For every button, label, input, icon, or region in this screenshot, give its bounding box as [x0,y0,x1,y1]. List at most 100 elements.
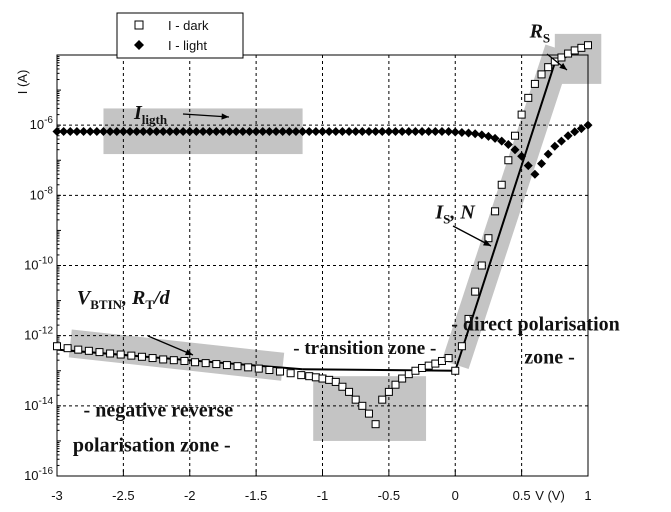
dark-point [325,375,334,384]
dark-point [201,359,210,368]
light-point [517,151,527,161]
light-point [85,126,95,136]
annotation-arrowhead [221,113,229,120]
light-point [79,126,89,136]
light-point [503,140,513,150]
dark-point [544,63,553,72]
dark-point [431,359,440,368]
dark-point [384,387,393,396]
dark-point [276,367,285,376]
dark-point [127,351,136,360]
dark-point [318,374,327,383]
dark-point [537,70,546,79]
light-point [497,136,507,146]
light-point [65,126,75,136]
light-point [52,126,62,136]
dark-point [169,356,178,365]
light-point [118,126,128,136]
light-point [457,127,467,137]
light-point [417,126,427,136]
annotations: Iligth IS, N VBTIN, RT/d RS - direct polaris… [73,20,620,456]
dark-point [404,370,413,379]
highlight-region [313,376,427,441]
light-point [344,126,354,136]
dark-point [106,349,115,358]
light-point [59,126,69,136]
dark-point [564,49,573,58]
legend-marker-open-square [134,20,144,30]
dark-point [371,420,380,429]
dark-point [74,345,83,354]
dark-point [212,360,221,369]
dark-point [305,372,314,381]
dark-point [364,409,373,418]
dark-point [244,363,253,372]
x-tick-label: -2.5 [112,488,134,503]
light-point [225,126,235,136]
annotation-arrowhead [483,239,491,246]
dark-point [424,361,433,370]
light-point [298,126,308,136]
annotation-label: Iligth [133,102,168,127]
light-point [152,126,162,136]
light-point [410,126,420,136]
light-point [351,126,361,136]
dark-point [570,46,579,55]
light-point [364,126,374,136]
light-point [483,131,493,141]
light-point [324,126,334,136]
light-point [523,161,533,171]
light-point [311,126,321,136]
light-point [284,126,294,136]
dark-point [491,207,500,216]
x-tick-label: -1 [317,488,329,503]
x-tick-label: 0.5 [513,488,531,503]
light-point [583,120,593,130]
light-point [337,126,347,136]
light-point [556,136,566,146]
x-tick-label: -3 [51,488,63,503]
y-tick-label: 10-6 [30,115,54,132]
light-point [563,131,573,141]
light-point [397,126,407,136]
light-point [264,126,274,136]
dark-point [437,356,446,365]
dark-point [358,401,367,410]
dark-point [137,352,146,361]
dark-point [180,356,189,365]
dark-point [233,362,242,371]
grid [57,55,588,476]
light-point [477,130,487,140]
dark-point [311,373,320,382]
dark-point [451,366,460,375]
light-point [145,126,155,136]
annotation-arrow-line [182,113,230,118]
dark-point [550,57,559,66]
annotation-label: IS, N [434,201,476,226]
light-point [271,126,281,136]
legend-label: I - dark [168,18,209,33]
light-point [238,126,248,136]
annotation-arrowhead [185,349,193,356]
y-axis-label: I (A) [15,70,30,95]
light-point [72,126,82,136]
dark-point [331,377,340,386]
dark-point [497,180,506,189]
light-point [490,133,500,143]
dark-point [471,287,480,296]
light-point [430,126,440,136]
light-point [211,126,221,136]
dark-point [351,395,360,404]
dark-point [116,350,125,359]
light-point [138,126,148,136]
light-point [304,126,314,136]
x-axis-label: V (V) [535,488,565,503]
annotation-label: RS [529,20,551,45]
dark-point [265,366,274,375]
light-point [437,126,447,136]
x-tick-label: -2 [184,488,196,503]
dark-point [584,41,592,50]
light-point [132,126,142,136]
light-point [171,126,181,136]
